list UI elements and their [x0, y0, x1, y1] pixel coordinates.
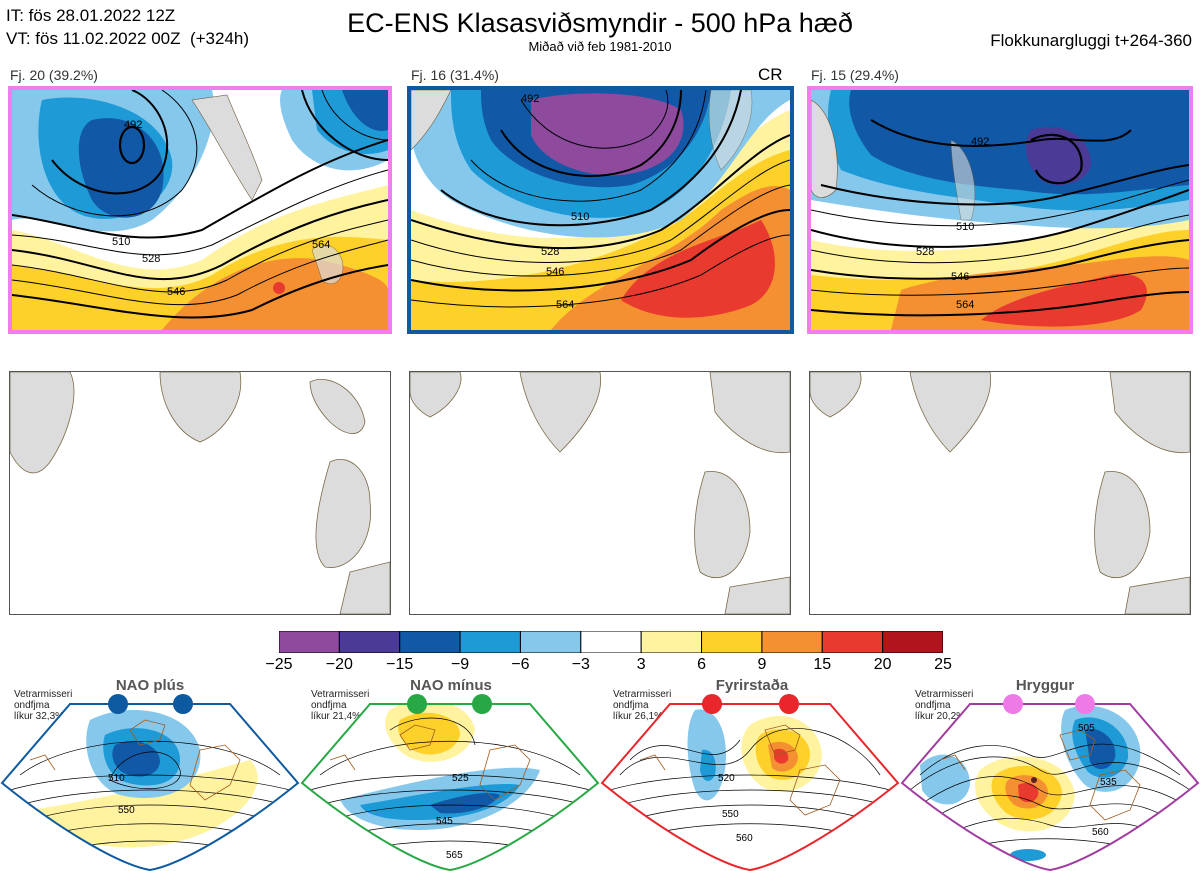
- cluster-map-1: 492 510 528 546 564: [8, 86, 392, 334]
- regime-1-name: NAO plús: [115, 677, 185, 694]
- contour-label: 492: [521, 93, 539, 105]
- regime-2-name: NAO mínus: [410, 677, 492, 694]
- regime-map-nao-minus: 525 545 565: [300, 690, 600, 871]
- page-subtitle: Miðað við feb 1981-2010: [528, 39, 672, 54]
- contour-label: 560: [1092, 827, 1109, 838]
- contour-label: 546: [167, 286, 185, 298]
- regime-4-note: Vetrarmisseri ondfjma líkur 20,2%: [915, 689, 974, 722]
- regime-map-nao-plus: 510 550: [0, 690, 300, 871]
- colorbar-segment: [279, 631, 340, 653]
- contour-label: 492: [971, 136, 989, 148]
- colorbar-segment: [761, 631, 823, 653]
- colorbar-segment: [821, 631, 884, 653]
- regime-map-ridge: 505 535 560: [900, 690, 1200, 871]
- page-title: EC-ENS Klasasviðsmyndir - 500 hPa hæð: [347, 8, 853, 38]
- colorbar-tick-label: −3: [571, 656, 590, 673]
- colorbar-tick-label: −25: [265, 656, 293, 673]
- contour-label: 545: [436, 816, 453, 827]
- contour-label: 565: [446, 850, 463, 861]
- blank-map-2: [409, 371, 791, 615]
- contour-label: 510: [956, 221, 974, 233]
- contour-label: 510: [108, 773, 125, 784]
- colorbar-tick-label: 6: [697, 656, 706, 673]
- colorbar-segment: [580, 631, 642, 653]
- contour-label: 550: [118, 805, 135, 816]
- contour-label: 505: [1078, 723, 1095, 734]
- regime-4-name: Hryggur: [1015, 677, 1075, 694]
- contour-label: 546: [951, 271, 969, 283]
- colorbar-tick-label: −6: [511, 656, 530, 673]
- colorbar: [279, 631, 943, 653]
- colorbar-segment: [882, 631, 943, 653]
- regime-3-name: Fyrirstaða: [715, 677, 789, 694]
- colorbar-tick-label: 25: [934, 656, 952, 673]
- colorbar-tick-label: 20: [873, 656, 892, 673]
- colorbar-segment: [701, 631, 763, 653]
- colorbar-segment: [459, 631, 521, 653]
- regime-3-note: Vetrarmisseri ondfjma líkur 26,1%: [613, 689, 672, 722]
- cluster-1-label: Fj. 20 (39.2%): [10, 67, 98, 83]
- colorbar-tick-label: −15: [386, 656, 414, 673]
- contour-label: 564: [312, 239, 330, 251]
- contour-label: 546: [546, 266, 564, 278]
- contour-label: 528: [142, 253, 160, 265]
- contour-label: 560: [736, 833, 753, 844]
- cluster-2-label: Fj. 16 (31.4%): [411, 67, 499, 83]
- contour-label: 528: [916, 246, 934, 258]
- colorbar-segment: [338, 631, 401, 653]
- contour-label: 528: [541, 246, 559, 258]
- blank-map-3: [809, 371, 1191, 615]
- contour-label: 510: [112, 236, 130, 248]
- contour-label: 564: [556, 299, 574, 311]
- contour-label: 535: [1100, 777, 1117, 788]
- colorbar-tick-label: 15: [813, 656, 832, 673]
- colorbar-tick-label: −9: [450, 656, 470, 673]
- blank-map-1: [9, 371, 391, 615]
- contour-label: 564: [956, 299, 974, 311]
- colorbar-segment: [640, 631, 703, 653]
- contour-label: 550: [722, 809, 739, 820]
- colorbar-tick-label: −20: [325, 656, 353, 673]
- valid-time: VT: fös 11.02.2022 00Z (+324h): [6, 29, 250, 48]
- regime-1-note: Vetrarmisseri ondfjma líkur 32,3%: [14, 689, 73, 722]
- cluster-3-label: Fj. 15 (29.4%): [811, 67, 899, 83]
- cluster-map-2: 492 510 528 546 564: [407, 86, 794, 334]
- contour-label: 510: [571, 211, 589, 223]
- colorbar-segment: [519, 631, 582, 653]
- contour-label: 525: [452, 773, 469, 784]
- regime-2-note: Vetrarmisseri ondfjma líkur 21,4%: [311, 689, 370, 722]
- colorbar-segment: [399, 631, 461, 653]
- contour-label: 520: [718, 773, 735, 784]
- init-time: IT: fös 28.01.2022 12Z: [6, 6, 176, 25]
- cluster-2-cr-label: CR: [758, 65, 783, 84]
- cluster-map-3: 492 510 528 546 564: [807, 86, 1193, 334]
- regime-map-blocking: 520 550 560: [600, 690, 900, 871]
- colorbar-tick-label: 3: [636, 656, 646, 673]
- contour-label: 492: [124, 119, 142, 131]
- classification-window: Flokkunargluggi t+264-360: [990, 31, 1192, 50]
- colorbar-tick-label: 9: [757, 656, 767, 673]
- forecast-times: IT: fös 28.01.2022 12Z VT: fös 11.02.202…: [6, 4, 249, 50]
